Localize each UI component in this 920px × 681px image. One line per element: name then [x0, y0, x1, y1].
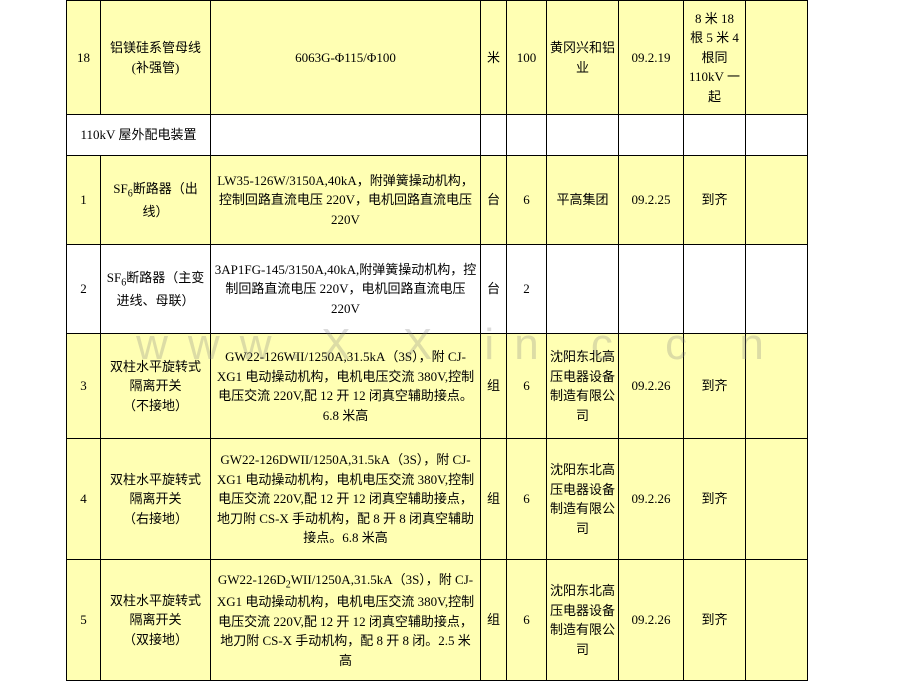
cell: 5	[67, 560, 101, 681]
cell: LW35-126W/3150A,40kA，附弹簧操动机构，控制回路直流电压 22…	[211, 156, 481, 245]
cell: 6063G-Φ115/Φ100	[211, 1, 481, 115]
cell: 8 米 18 根 5 米 4 根同 110kV 一起	[684, 1, 746, 115]
cell	[746, 439, 808, 560]
cell: 到齐	[684, 439, 746, 560]
table-row: 3双柱水平旋转式隔离开关（不接地）GW22-126WII/1250A,31.5k…	[67, 334, 808, 439]
cell: 3	[67, 334, 101, 439]
cell: 沈阳东北高压电器设备制造有限公司	[547, 334, 619, 439]
cell: 台	[481, 245, 507, 334]
cell	[684, 245, 746, 334]
cell: 组	[481, 334, 507, 439]
cell: 09.2.25	[619, 156, 684, 245]
cell	[547, 245, 619, 334]
cell: 铝镁硅系管母线(补强管)	[101, 1, 211, 115]
table-row: 4双柱水平旋转式隔离开关（右接地）GW22-126DWII/1250A,31.5…	[67, 439, 808, 560]
equipment-table: 18铝镁硅系管母线(补强管)6063G-Φ115/Φ100米100黄冈兴和铝业0…	[66, 0, 808, 681]
cell	[746, 334, 808, 439]
cell: 双柱水平旋转式隔离开关（右接地）	[101, 439, 211, 560]
table-row: 5双柱水平旋转式隔离开关（双接地）GW22-126D2WII/1250A,31.…	[67, 560, 808, 681]
table-row: 18铝镁硅系管母线(补强管)6063G-Φ115/Φ100米100黄冈兴和铝业0…	[67, 1, 808, 115]
cell: 到齐	[684, 560, 746, 681]
cell: SF6断路器（出线）	[101, 156, 211, 245]
cell: 组	[481, 439, 507, 560]
table-row: 1SF6断路器（出线）LW35-126W/3150A,40kA，附弹簧操动机构，…	[67, 156, 808, 245]
cell-blank	[684, 115, 746, 156]
cell: 4	[67, 439, 101, 560]
cell: 黄冈兴和铝业	[547, 1, 619, 115]
cell: 米	[481, 1, 507, 115]
cell	[746, 560, 808, 681]
cell: 09.2.26	[619, 560, 684, 681]
cell: 沈阳东北高压电器设备制造有限公司	[547, 439, 619, 560]
cell: GW22-126WII/1250A,31.5kA（3S），附 CJ-XG1 电动…	[211, 334, 481, 439]
cell: 双柱水平旋转式隔离开关（双接地）	[101, 560, 211, 681]
cell: 6	[507, 560, 547, 681]
cell: 到齐	[684, 334, 746, 439]
cell: 18	[67, 1, 101, 115]
table-row: 110kV 屋外配电装置	[67, 115, 808, 156]
cell: 100	[507, 1, 547, 115]
cell: 平高集团	[547, 156, 619, 245]
cell: 台	[481, 156, 507, 245]
table-row: 2SF6断路器（主变进线、母联）3AP1FG-145/3150A,40kA,附弹…	[67, 245, 808, 334]
cell: SF6断路器（主变进线、母联）	[101, 245, 211, 334]
cell-blank	[507, 115, 547, 156]
cell: 09.2.19	[619, 1, 684, 115]
cell: 09.2.26	[619, 439, 684, 560]
cell	[746, 1, 808, 115]
cell: 2	[507, 245, 547, 334]
cell: 组	[481, 560, 507, 681]
cell: 3AP1FG-145/3150A,40kA,附弹簧操动机构，控制回路直流电压 2…	[211, 245, 481, 334]
cell: 双柱水平旋转式隔离开关（不接地）	[101, 334, 211, 439]
cell: 6	[507, 156, 547, 245]
section-label: 110kV 屋外配电装置	[67, 115, 211, 156]
cell	[746, 156, 808, 245]
cell-blank	[481, 115, 507, 156]
cell: 2	[67, 245, 101, 334]
cell: 沈阳东北高压电器设备制造有限公司	[547, 560, 619, 681]
cell-blank	[746, 115, 808, 156]
cell: 6	[507, 334, 547, 439]
cell-blank	[547, 115, 619, 156]
cell-blank	[211, 115, 481, 156]
cell: 6	[507, 439, 547, 560]
cell	[619, 245, 684, 334]
page-container: www.X X in.c c n 18铝镁硅系管母线(补强管)6063G-Φ11…	[0, 0, 920, 651]
cell: GW22-126DWII/1250A,31.5kA（3S），附 CJ-XG1 电…	[211, 439, 481, 560]
cell	[746, 245, 808, 334]
cell-blank	[619, 115, 684, 156]
cell: 09.2.26	[619, 334, 684, 439]
cell: 1	[67, 156, 101, 245]
cell: 到齐	[684, 156, 746, 245]
cell: GW22-126D2WII/1250A,31.5kA（3S），附 CJ-XG1 …	[211, 560, 481, 681]
